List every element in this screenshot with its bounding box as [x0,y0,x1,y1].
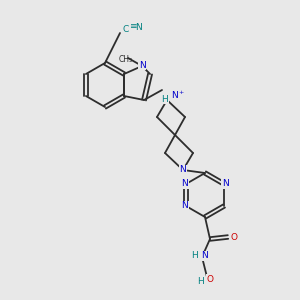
Text: CH₃: CH₃ [119,56,133,64]
Text: N: N [182,179,188,188]
Text: H: H [192,251,198,260]
Text: N: N [222,179,228,188]
Text: H: H [162,94,168,103]
Text: N: N [136,22,142,32]
Text: C: C [123,25,129,34]
Text: N: N [171,92,177,100]
Text: N: N [139,61,145,70]
Text: N: N [201,251,207,260]
Text: N: N [182,202,188,211]
Text: N: N [180,166,186,175]
Text: O: O [230,232,238,242]
Text: O: O [206,274,214,284]
Text: H: H [198,277,204,286]
Text: ≡: ≡ [129,22,137,32]
Text: +: + [178,89,184,94]
